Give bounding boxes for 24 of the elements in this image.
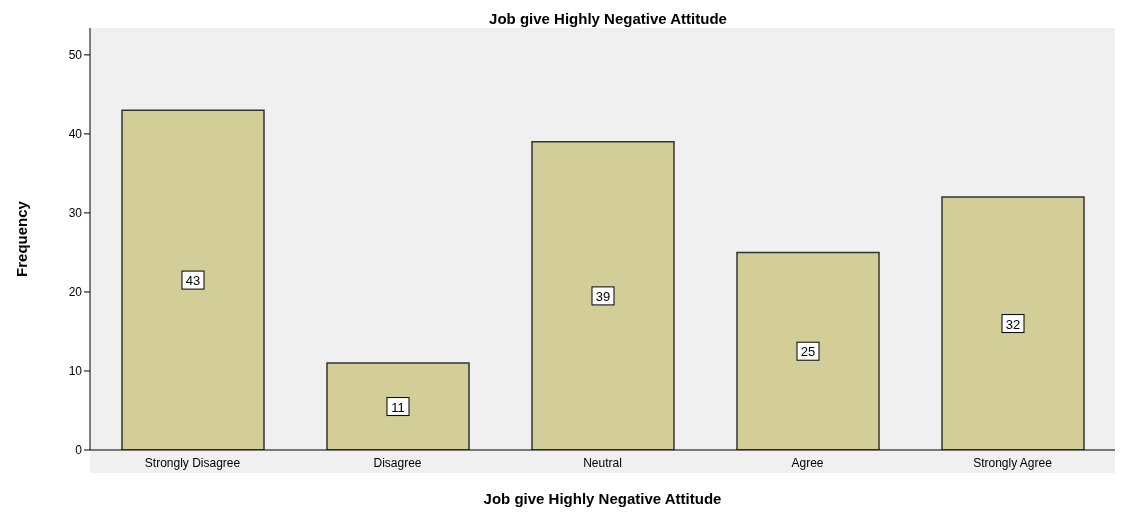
y-tick-label: 50 (68, 48, 83, 63)
x-tick-label: Neutral (583, 455, 622, 470)
bar (531, 141, 675, 450)
data-label: 43 (185, 273, 201, 289)
x-tick-label: Agree (791, 455, 824, 470)
bar (326, 362, 470, 450)
x-tick-label: Strongly Agree (973, 455, 1053, 470)
data-label: 32 (1005, 316, 1021, 332)
bar (941, 196, 1085, 450)
y-tick-label: 40 (68, 127, 83, 142)
data-label: 39 (595, 288, 611, 304)
y-tick-label: 0 (75, 443, 83, 458)
bar (736, 251, 880, 450)
chart-title: Job give Highly Negative Attitude (488, 10, 728, 27)
bar (121, 109, 265, 450)
data-label: 25 (800, 344, 816, 360)
data-label: 11 (391, 399, 405, 415)
y-tick-label: 10 (68, 364, 83, 379)
x-tick-label: Disagree (373, 455, 422, 470)
x-tick-label: Strongly Disagree (144, 455, 241, 470)
y-tick-label: 20 (68, 285, 83, 300)
x-axis-title: Job give Highly Negative Attitude (483, 490, 722, 507)
y-tick-label: 30 (68, 206, 83, 221)
y-axis-title: Frequency (13, 200, 31, 277)
